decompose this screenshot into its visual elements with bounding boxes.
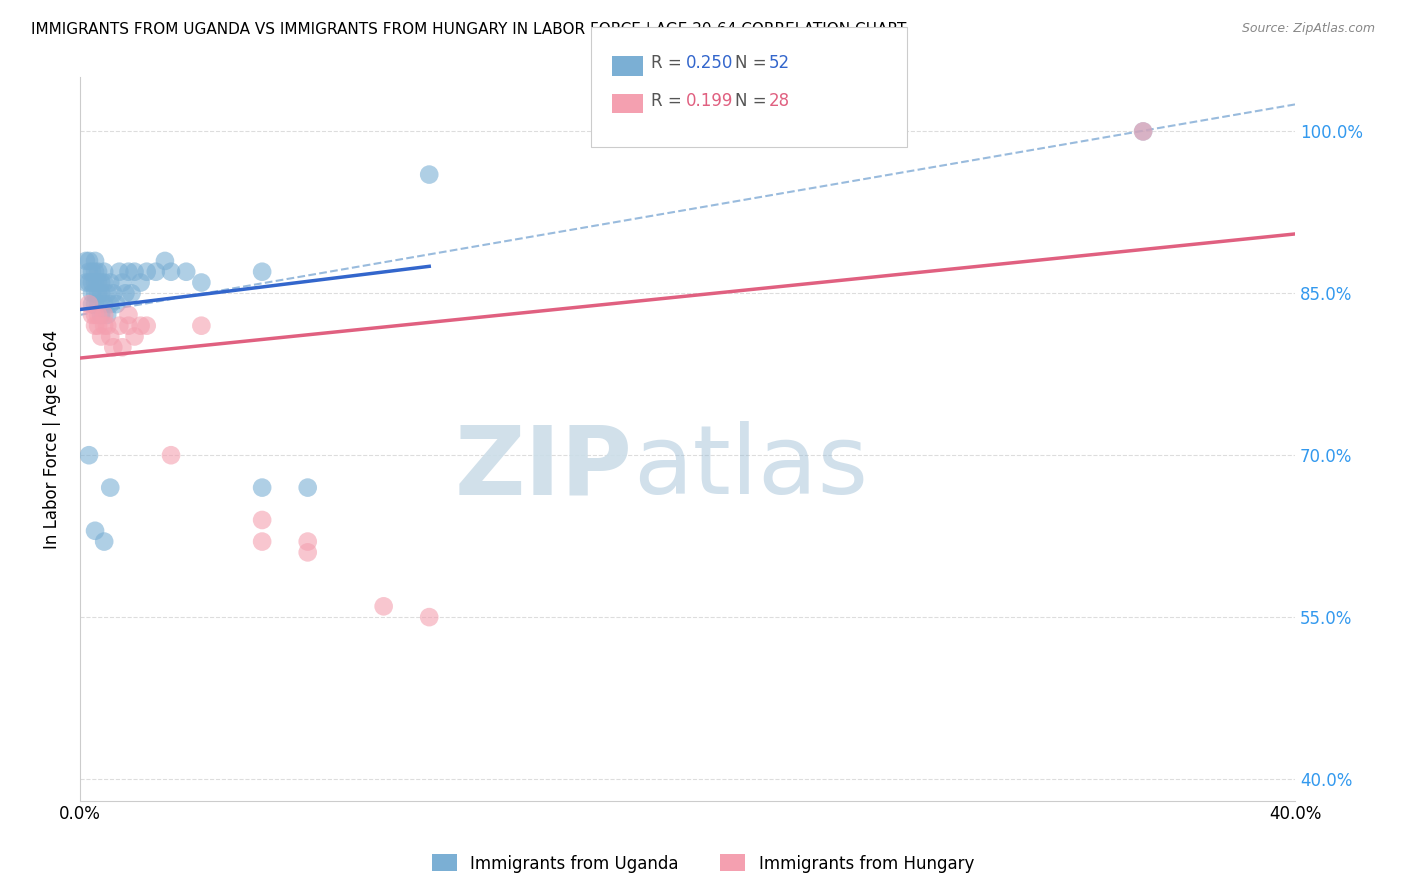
Point [124,329,146,343]
Point [84,286,107,301]
Point [418,168,440,182]
Point [77,448,100,462]
Text: ZIP: ZIP [456,421,633,515]
Point [80,286,103,301]
Point [93,308,115,322]
Point [93,534,115,549]
Point [93,318,115,333]
Point [87,286,110,301]
Point [117,308,139,322]
Point [250,534,273,549]
Point [87,265,110,279]
Text: N =: N = [735,92,772,110]
Text: 0.250: 0.250 [686,54,734,72]
Text: atlas: atlas [633,421,868,515]
Point [93,265,115,279]
Point [174,265,197,279]
Point [121,286,143,301]
Point [145,265,167,279]
Point [108,265,131,279]
Point [96,318,118,333]
Point [87,276,110,290]
Point [1132,124,1154,138]
Point [103,286,125,301]
Point [117,265,139,279]
Text: 52: 52 [769,54,790,72]
Point [160,265,183,279]
Point [80,297,103,311]
Point [117,318,139,333]
Point [87,297,110,311]
Legend: Immigrants from Uganda, Immigrants from Hungary: Immigrants from Uganda, Immigrants from … [425,847,981,880]
Point [87,308,110,322]
Point [129,318,152,333]
Point [84,297,107,311]
Point [90,308,112,322]
Text: IMMIGRANTS FROM UGANDA VS IMMIGRANTS FROM HUNGARY IN LABOR FORCE | AGE 20-64 COR: IMMIGRANTS FROM UGANDA VS IMMIGRANTS FRO… [31,22,907,38]
Point [103,340,125,354]
Point [108,318,131,333]
Text: Source: ZipAtlas.com: Source: ZipAtlas.com [1241,22,1375,36]
Point [84,276,107,290]
Point [90,276,112,290]
Point [250,265,273,279]
Point [190,318,212,333]
Point [84,265,107,279]
Point [105,297,128,311]
Point [96,286,118,301]
Point [87,318,110,333]
Point [129,276,152,290]
Point [84,524,107,538]
Point [80,265,103,279]
Point [297,545,319,559]
Point [250,481,273,495]
Text: 0.199: 0.199 [686,92,734,110]
Point [373,599,395,614]
Point [418,610,440,624]
Y-axis label: In Labor Force | Age 20-64: In Labor Force | Age 20-64 [44,329,60,549]
Text: R =: R = [651,92,688,110]
Point [93,297,115,311]
Point [250,513,273,527]
Point [98,481,121,495]
Point [80,308,103,322]
Point [84,308,107,322]
Point [84,318,107,333]
Point [111,276,134,290]
Point [153,254,176,268]
Point [96,308,118,322]
Point [98,329,121,343]
Point [77,265,100,279]
Point [160,448,183,462]
Point [90,329,112,343]
Point [114,286,136,301]
Point [1132,124,1154,138]
Point [75,276,97,290]
Text: N =: N = [735,54,772,72]
Text: 28: 28 [769,92,790,110]
Point [135,265,157,279]
Point [297,481,319,495]
Point [80,276,103,290]
Point [93,276,115,290]
Point [77,254,100,268]
Point [77,276,100,290]
Point [98,276,121,290]
Point [190,276,212,290]
Point [297,534,319,549]
Point [75,254,97,268]
Point [84,254,107,268]
Point [135,318,157,333]
Point [90,286,112,301]
Point [124,265,146,279]
Text: R =: R = [651,54,688,72]
Point [111,340,134,354]
Point [98,297,121,311]
Point [77,297,100,311]
